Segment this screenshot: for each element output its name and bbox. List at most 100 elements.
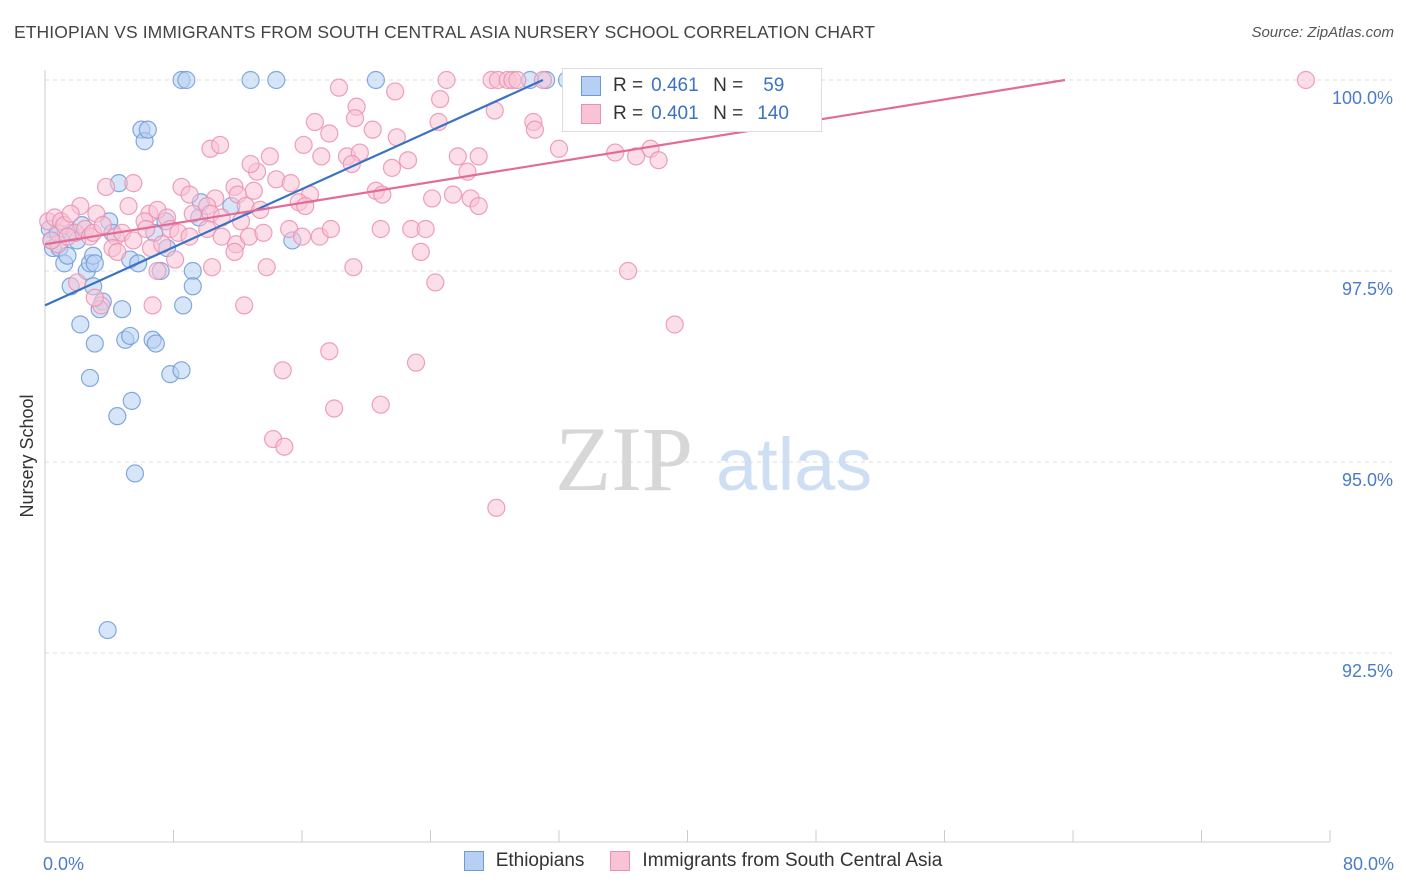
data-point — [183, 261, 202, 281]
data-point — [273, 361, 292, 380]
data-point — [85, 254, 104, 273]
series-label-south-central-asia: Immigrants from South Central Asia — [642, 850, 943, 871]
data-point — [1296, 70, 1316, 90]
data-point — [172, 361, 191, 380]
watermark-zip: ZIP — [555, 408, 693, 510]
axis-layer — [44, 70, 1331, 843]
data-point — [344, 258, 363, 277]
data-point — [329, 78, 349, 97]
data-point — [241, 154, 260, 174]
label-layer: 100.0% 97.5% 95.0% 92.5% 0.0% 80.0% Nursery Sc… — [17, 88, 1394, 874]
series-swatch-ethiopians — [463, 851, 484, 871]
data-point — [108, 242, 127, 261]
data-point — [254, 223, 273, 242]
data-point — [124, 231, 143, 250]
series-legend-ethiopians[interactable]: Ethiopians — [463, 850, 585, 872]
data-point — [267, 70, 286, 90]
trend-layer — [44, 78, 1066, 307]
series-swatch-south-central-asia — [610, 851, 631, 871]
data-point — [119, 196, 138, 216]
data-point — [183, 204, 202, 223]
y-tick-label: 92.5% — [1342, 661, 1393, 681]
data-point — [96, 177, 116, 197]
data-point — [121, 326, 140, 346]
data-point — [98, 620, 117, 640]
legend-n-value: 59 — [763, 75, 785, 96]
data-point — [305, 112, 324, 132]
data-point — [294, 135, 313, 155]
y-tick-label: 97.5% — [1342, 279, 1393, 299]
data-point — [180, 185, 199, 204]
data-point — [649, 151, 668, 170]
data-point — [174, 296, 193, 315]
trendline-ethiopians — [44, 78, 544, 307]
data-point — [235, 296, 254, 315]
data-point — [124, 174, 143, 193]
data-point — [108, 407, 127, 426]
legend-swatch-south-central-asia — [581, 104, 601, 124]
points-layer — [39, 70, 1316, 640]
data-point — [398, 151, 418, 170]
y-axis-title: Nursery School — [17, 394, 37, 517]
data-point — [85, 288, 104, 307]
data-point — [448, 147, 467, 166]
legend-r-label: R = — [613, 103, 644, 124]
data-point — [210, 135, 230, 155]
data-point — [411, 242, 430, 261]
series-label-ethiopians: Ethiopians — [495, 850, 585, 871]
data-point — [138, 120, 157, 139]
data-point — [469, 147, 488, 166]
data-point — [292, 227, 312, 246]
data-point — [225, 242, 244, 261]
data-point — [177, 70, 196, 90]
legend-r-value: 0.461 — [651, 75, 699, 96]
data-point — [406, 353, 426, 372]
data-point — [371, 219, 390, 239]
data-point — [143, 296, 162, 315]
legend-n-label: N = — [713, 75, 744, 96]
data-point — [146, 334, 165, 353]
data-point — [508, 70, 527, 90]
data-point — [312, 147, 331, 166]
data-point — [212, 227, 231, 246]
data-point — [437, 70, 456, 90]
data-point — [320, 124, 339, 143]
data-point — [257, 258, 276, 277]
data-point — [166, 250, 185, 269]
data-point — [85, 334, 104, 353]
legend-row-ethiopians: R = 0.461 N = 59 — [581, 73, 784, 99]
data-point — [321, 219, 341, 239]
data-point — [296, 196, 315, 216]
y-tick-label: 95.0% — [1342, 470, 1393, 490]
data-point — [345, 109, 365, 128]
data-point — [61, 204, 80, 223]
data-point — [665, 315, 684, 334]
data-point — [112, 300, 132, 319]
data-point — [183, 277, 202, 296]
x-tick-label: 0.0% — [43, 854, 84, 874]
watermark-atlas: atlas — [716, 423, 872, 506]
data-point — [122, 391, 141, 410]
trendline-south-central-asia — [44, 78, 1066, 246]
legend-r-label: R = — [613, 75, 644, 96]
data-point — [487, 498, 506, 517]
data-point — [148, 261, 167, 281]
data-point — [366, 70, 385, 90]
correlation-legend: R = 0.461 N = 59 R = 0.401 N = 140 — [562, 68, 822, 132]
data-point — [626, 147, 646, 166]
data-point — [93, 216, 112, 235]
data-point — [423, 189, 442, 208]
data-point — [443, 185, 463, 204]
chart-source: Source: ZipAtlas.com — [1251, 24, 1394, 41]
series-legend-south-central-asia[interactable]: Immigrants from South Central Asia — [610, 850, 942, 872]
y-tick-label: 100.0% — [1332, 88, 1393, 108]
data-point — [525, 120, 545, 139]
data-point — [241, 70, 260, 90]
data-point — [431, 89, 450, 109]
data-point — [426, 273, 445, 292]
data-point — [42, 231, 61, 250]
legend-n-label: N = — [713, 103, 744, 124]
data-point — [260, 147, 279, 166]
legend-swatch-ethiopians — [581, 76, 601, 96]
data-point — [80, 368, 100, 388]
